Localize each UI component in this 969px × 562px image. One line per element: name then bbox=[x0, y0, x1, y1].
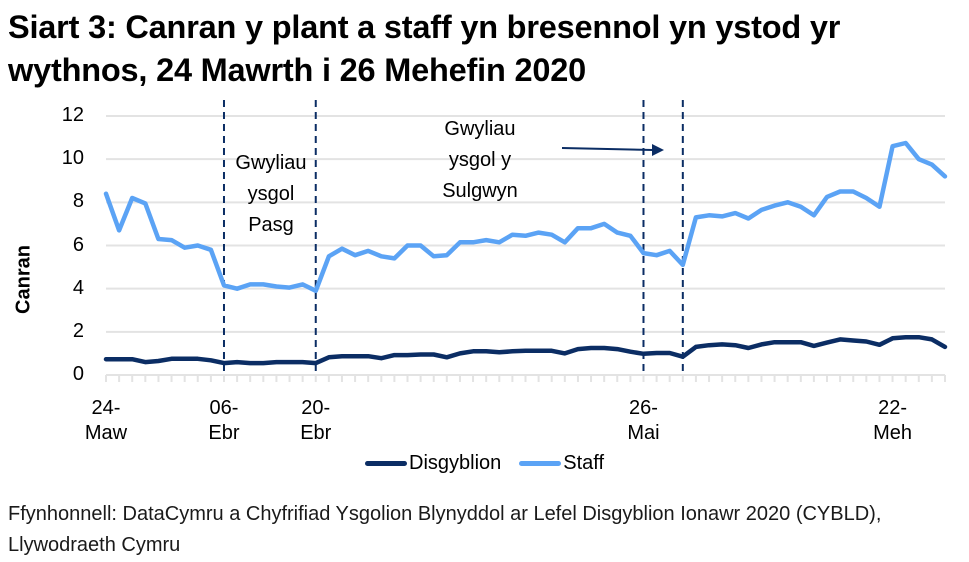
y-tick-label: 0 bbox=[72, 363, 84, 385]
y-tick-label: 12 bbox=[61, 104, 84, 126]
legend-swatch-icon bbox=[365, 461, 407, 466]
legend-label: Staff bbox=[563, 452, 605, 474]
y-axis-label: Canran bbox=[12, 245, 35, 314]
legend-label: Disgyblion bbox=[409, 452, 502, 474]
arrow-icon bbox=[561, 144, 664, 156]
chart-title: Siart 3: Canran y plant a staff yn brese… bbox=[8, 9, 841, 88]
x-tick-label: 24- Maw bbox=[84, 397, 128, 444]
data-series bbox=[103, 140, 948, 366]
annotation-line: Pasg bbox=[248, 214, 294, 236]
annotation-line: Sulgwyn bbox=[442, 180, 518, 202]
legend-item-staff: Staff bbox=[519, 452, 604, 475]
gridlines bbox=[106, 115, 945, 376]
y-tick-label: 2 bbox=[72, 319, 84, 342]
annotation-line: ysgol bbox=[247, 183, 295, 205]
holiday-dashed-lines bbox=[222, 100, 684, 375]
annotation-easter-holiday: Gwyliau ysgol Pasg bbox=[226, 148, 316, 241]
y-tick-label: 8 bbox=[72, 190, 84, 213]
y-tick-label: 4 bbox=[72, 276, 84, 299]
y-tick-label: 10 bbox=[61, 147, 84, 170]
series-line-staff bbox=[103, 140, 948, 294]
legend-item-disgyblion: Disgyblion bbox=[365, 452, 501, 475]
annotation-line: Gwyliau bbox=[444, 118, 516, 140]
x-tick-label: 22- Meh bbox=[873, 397, 913, 444]
x-axis-ticks bbox=[105, 375, 946, 382]
series-line-disgyblion bbox=[103, 334, 948, 366]
annotation-line: ysgol y bbox=[448, 149, 512, 171]
legend-swatch-icon bbox=[519, 461, 562, 466]
chart-legend: Disgyblion Staff bbox=[365, 452, 622, 475]
source-note: Ffynhonnell: DataCymru a Chyfrifiad Ysgo… bbox=[8, 503, 882, 556]
x-tick-label: 06- Ebr bbox=[208, 397, 240, 444]
x-tick-label: 20- Ebr bbox=[300, 397, 332, 444]
y-tick-label: 6 bbox=[72, 233, 84, 256]
x-tick-label: 26- Mai bbox=[627, 397, 660, 444]
annotation-line: Gwyliau bbox=[235, 152, 307, 174]
annotation-whitsun-holiday: Gwyliau ysgol y Sulgwyn bbox=[420, 114, 540, 207]
